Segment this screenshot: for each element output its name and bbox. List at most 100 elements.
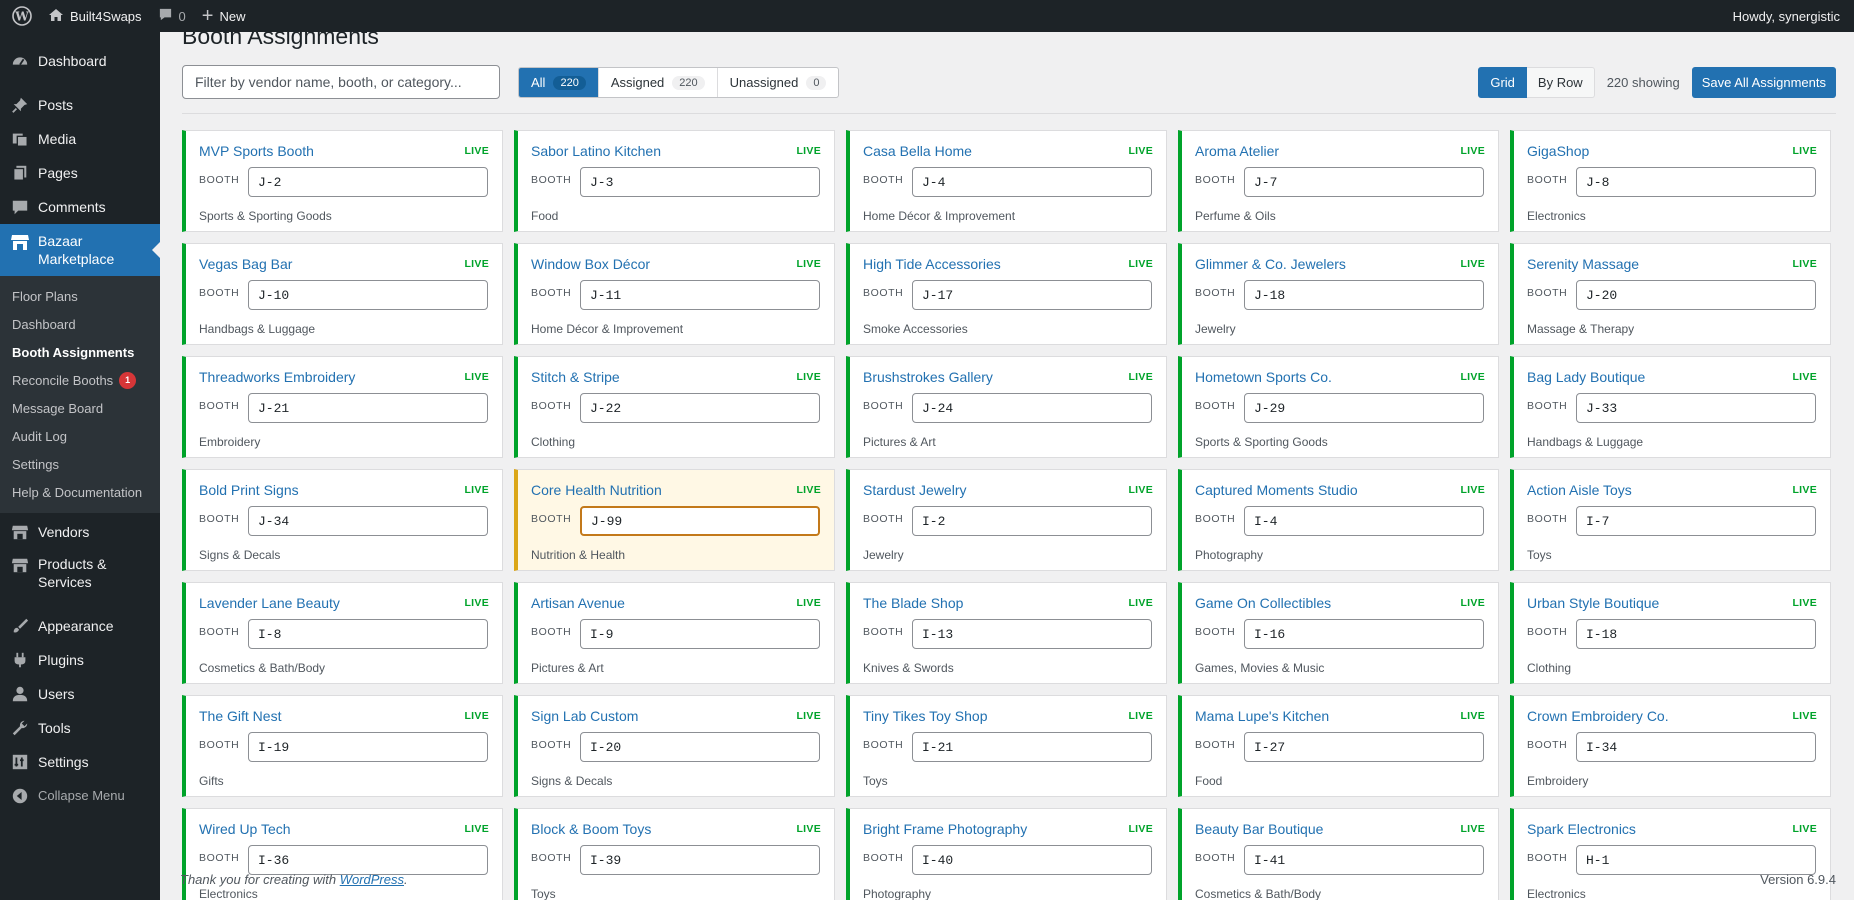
submenu-message-board[interactable]: Message Board xyxy=(12,400,104,416)
booth-input[interactable] xyxy=(580,619,820,649)
booth-input[interactable] xyxy=(248,167,488,197)
vendor-name-link[interactable]: High Tide Accessories xyxy=(863,256,1001,272)
vendor-name-link[interactable]: The Blade Shop xyxy=(863,595,964,611)
vendor-name-link[interactable]: Lavender Lane Beauty xyxy=(199,595,340,611)
submenu-booth-assignments[interactable]: Booth Assignments xyxy=(12,344,135,360)
booth-input[interactable] xyxy=(248,280,488,310)
vendor-name-link[interactable]: Brushstrokes Gallery xyxy=(863,369,993,385)
booth-input[interactable] xyxy=(912,732,1152,762)
submenu-help-documentation[interactable]: Help & Documentation xyxy=(12,484,143,500)
vendor-name-link[interactable]: Aroma Atelier xyxy=(1195,143,1280,159)
menu-settings[interactable]: Settings xyxy=(0,745,160,779)
booth-input[interactable] xyxy=(1244,845,1484,875)
vendor-name-link[interactable]: Serenity Massage xyxy=(1527,256,1640,272)
submenu-settings[interactable]: Settings xyxy=(12,456,59,472)
booth-input[interactable] xyxy=(580,167,820,197)
vendor-name-link[interactable]: Beauty Bar Boutique xyxy=(1195,821,1324,837)
booth-input[interactable] xyxy=(580,732,820,762)
vendor-name-link[interactable]: The Gift Nest xyxy=(199,708,282,724)
booth-input[interactable] xyxy=(580,393,820,423)
menu-dashboard[interactable]: Dashboard xyxy=(0,44,160,78)
vendor-name-link[interactable]: Threadworks Embroidery xyxy=(199,369,356,385)
by-row-view-button[interactable]: By Row xyxy=(1526,67,1595,98)
vendor-name-link[interactable]: Urban Style Boutique xyxy=(1527,595,1660,611)
menu-plugins[interactable]: Plugins xyxy=(0,643,160,677)
vendor-name-link[interactable]: Hometown Sports Co. xyxy=(1195,369,1332,385)
vendor-name-link[interactable]: Core Health Nutrition xyxy=(531,482,662,498)
new-content-link[interactable]: + New xyxy=(194,0,254,32)
tab-unassigned[interactable]: Unassigned 0 xyxy=(718,68,839,97)
vendor-name-link[interactable]: Wired Up Tech xyxy=(199,821,291,837)
booth-input[interactable] xyxy=(1244,619,1484,649)
menu-bazaar-marketplace[interactable]: Bazaar Marketplace xyxy=(0,224,160,276)
wordpress-link[interactable]: WordPress xyxy=(339,872,404,887)
submenu-audit-log[interactable]: Audit Log xyxy=(12,428,67,444)
booth-input[interactable] xyxy=(1244,732,1484,762)
booth-input[interactable] xyxy=(1576,732,1816,762)
menu-comments[interactable]: Comments xyxy=(0,190,160,224)
booth-input[interactable] xyxy=(912,506,1152,536)
vendor-name-link[interactable]: Bold Print Signs xyxy=(199,482,299,498)
vendor-name-link[interactable]: Block & Boom Toys xyxy=(531,821,652,837)
booth-input[interactable] xyxy=(580,506,820,536)
vendor-name-link[interactable]: Tiny Tikes Toy Shop xyxy=(863,708,988,724)
tab-all[interactable]: All 220 xyxy=(519,68,599,97)
site-name-link[interactable]: Built4Swaps xyxy=(40,0,150,32)
menu-pages[interactable]: Pages xyxy=(0,156,160,190)
booth-input[interactable] xyxy=(1576,845,1816,875)
tab-assigned[interactable]: Assigned 220 xyxy=(599,68,718,97)
save-all-assignments-button[interactable]: Save All Assignments xyxy=(1691,67,1836,98)
booth-input[interactable] xyxy=(1576,506,1816,536)
vendor-name-link[interactable]: Glimmer & Co. Jewelers xyxy=(1195,256,1346,272)
menu-vendors[interactable]: Vendors xyxy=(0,515,160,549)
howdy-account[interactable]: Howdy, synergistic xyxy=(1732,8,1840,24)
booth-input[interactable] xyxy=(1244,506,1484,536)
booth-input[interactable] xyxy=(1576,619,1816,649)
comments-link[interactable]: 0 xyxy=(150,0,194,32)
vendor-name-link[interactable]: Mama Lupe's Kitchen xyxy=(1195,708,1330,724)
booth-input[interactable] xyxy=(912,167,1152,197)
booth-input[interactable] xyxy=(1244,280,1484,310)
booth-input[interactable] xyxy=(248,845,488,875)
booth-input[interactable] xyxy=(912,280,1152,310)
vendor-name-link[interactable]: Captured Moments Studio xyxy=(1195,482,1358,498)
booth-input[interactable] xyxy=(248,619,488,649)
booth-input[interactable] xyxy=(1576,167,1816,197)
menu-posts[interactable]: Posts xyxy=(0,88,160,122)
wordpress-logo-icon[interactable]: W xyxy=(4,0,40,32)
vendor-name-link[interactable]: Window Box Décor xyxy=(531,256,651,272)
menu-products-services[interactable]: Products & Services xyxy=(0,549,160,599)
booth-input[interactable] xyxy=(580,280,820,310)
vendor-name-link[interactable]: Spark Electronics xyxy=(1527,821,1636,837)
booth-input[interactable] xyxy=(912,619,1152,649)
vendor-name-link[interactable]: Stardust Jewelry xyxy=(863,482,967,498)
vendor-name-link[interactable]: Artisan Avenue xyxy=(531,595,625,611)
booth-input[interactable] xyxy=(248,732,488,762)
vendor-name-link[interactable]: Crown Embroidery Co. xyxy=(1527,708,1669,724)
vendor-name-link[interactable]: Vegas Bag Bar xyxy=(199,256,293,272)
vendor-name-link[interactable]: Stitch & Stripe xyxy=(531,369,620,385)
vendor-name-link[interactable]: Bright Frame Photography xyxy=(863,821,1028,837)
booth-input[interactable] xyxy=(248,506,488,536)
collapse-menu-button[interactable]: Collapse Menu xyxy=(0,779,160,813)
vendor-name-link[interactable]: Sign Lab Custom xyxy=(531,708,639,724)
menu-appearance[interactable]: Appearance xyxy=(0,609,160,643)
booth-input[interactable] xyxy=(1244,167,1484,197)
vendor-name-link[interactable]: Sabor Latino Kitchen xyxy=(531,143,661,159)
menu-users[interactable]: Users xyxy=(0,677,160,711)
booth-input[interactable] xyxy=(248,393,488,423)
booth-input[interactable] xyxy=(1576,393,1816,423)
vendor-name-link[interactable]: GigaShop xyxy=(1527,143,1590,159)
menu-tools[interactable]: Tools xyxy=(0,711,160,745)
vendor-name-link[interactable]: Casa Bella Home xyxy=(863,143,972,159)
booth-input[interactable] xyxy=(912,393,1152,423)
booth-input[interactable] xyxy=(1576,280,1816,310)
filter-input[interactable] xyxy=(182,65,500,99)
menu-media[interactable]: Media xyxy=(0,122,160,156)
submenu-floor-plans[interactable]: Floor Plans xyxy=(12,288,78,304)
submenu-dashboard[interactable]: Dashboard xyxy=(12,316,76,332)
booth-input[interactable] xyxy=(912,845,1152,875)
vendor-name-link[interactable]: Game On Collectibles xyxy=(1195,595,1332,611)
submenu-reconcile-booths[interactable]: Reconcile Booths 1 xyxy=(0,366,160,394)
vendor-name-link[interactable]: Bag Lady Boutique xyxy=(1527,369,1646,385)
